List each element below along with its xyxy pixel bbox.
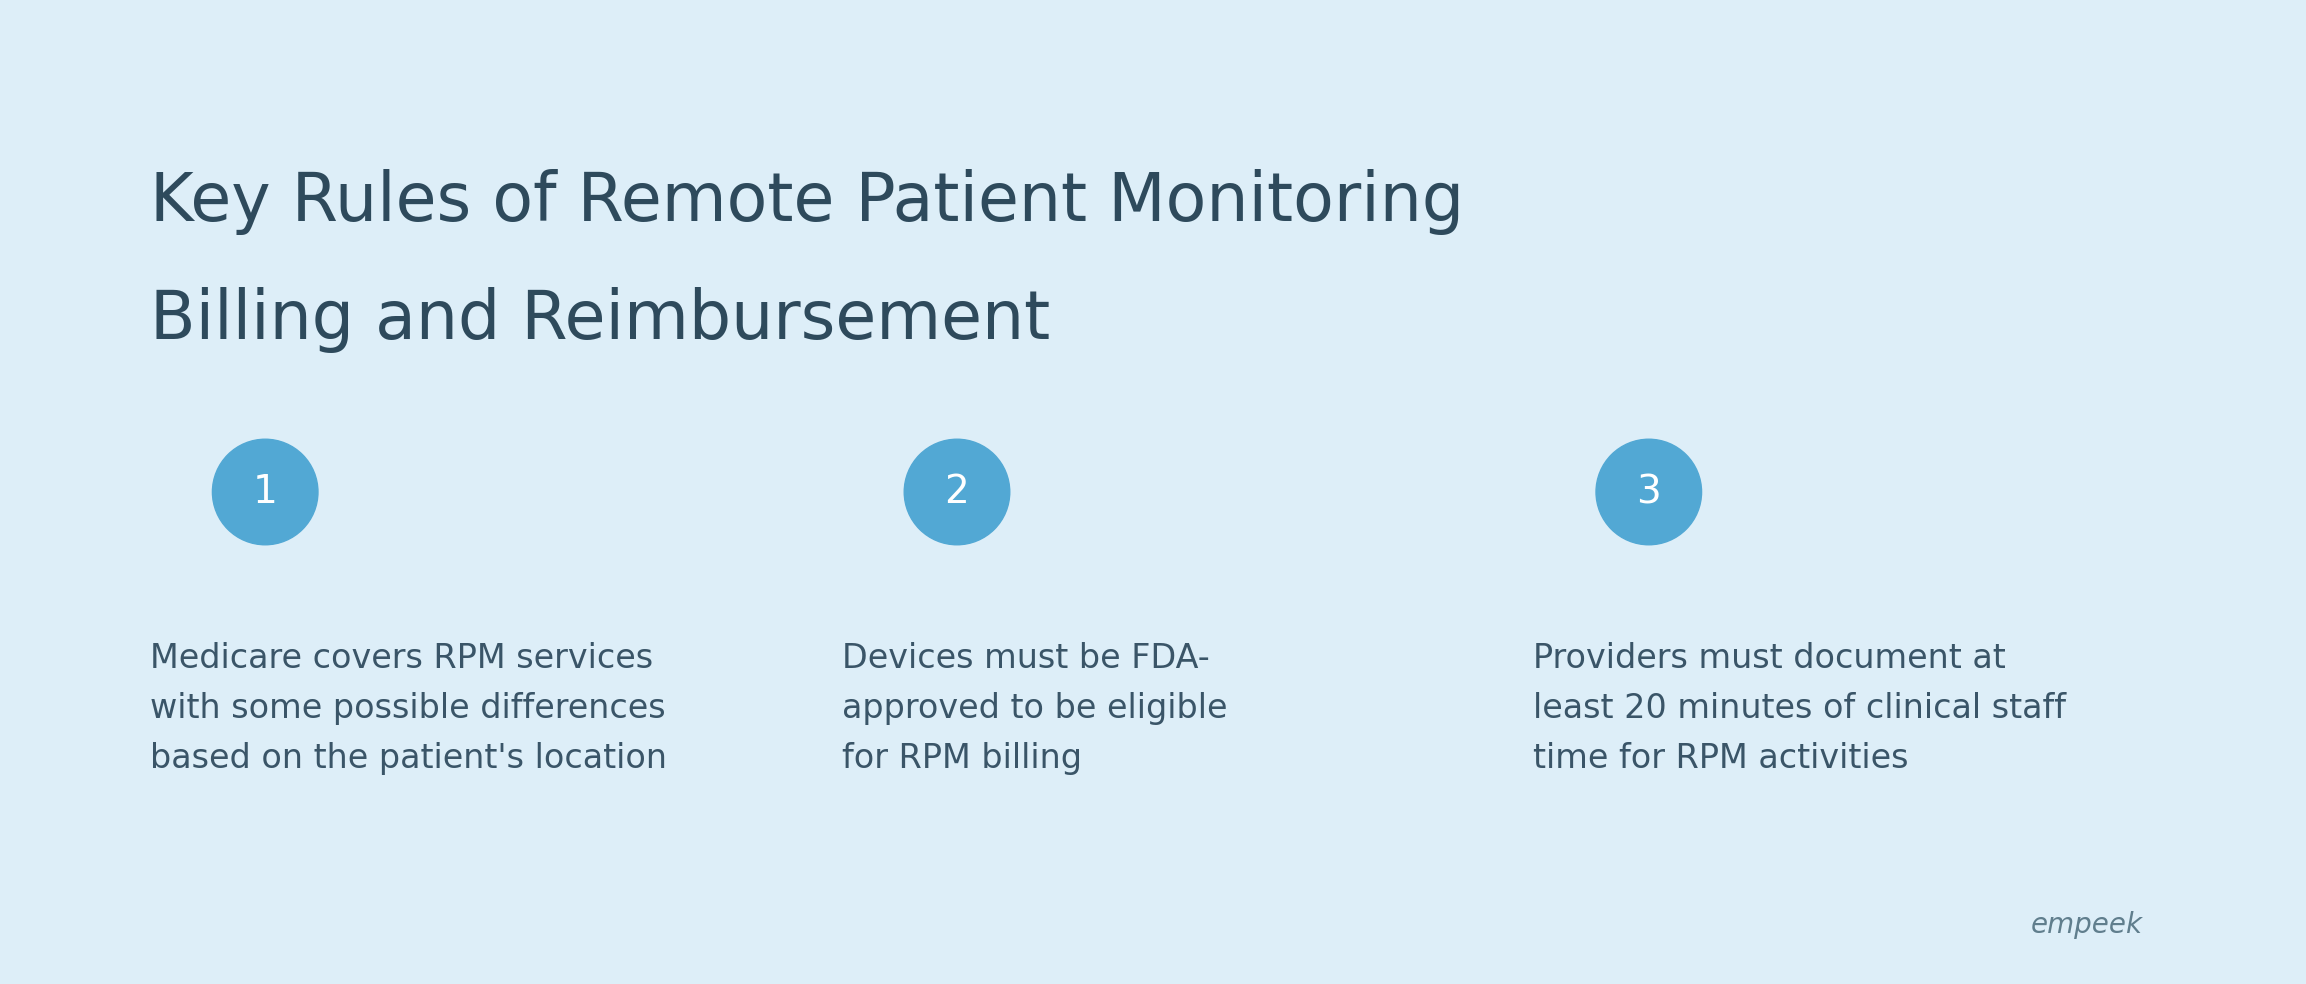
- Text: Billing and Reimbursement: Billing and Reimbursement: [150, 286, 1049, 353]
- Ellipse shape: [212, 439, 318, 545]
- Text: Key Rules of Remote Patient Monitoring: Key Rules of Remote Patient Monitoring: [150, 168, 1464, 235]
- Text: 1: 1: [254, 473, 277, 511]
- Text: Providers must document at
least 20 minutes of clinical staff
time for RPM activ: Providers must document at least 20 minu…: [1533, 643, 2066, 774]
- Text: Devices must be FDA-
approved to be eligible
for RPM billing: Devices must be FDA- approved to be elig…: [842, 643, 1227, 774]
- Text: 3: 3: [1637, 473, 1660, 511]
- Ellipse shape: [904, 439, 1010, 545]
- Text: 2: 2: [945, 473, 969, 511]
- Ellipse shape: [1596, 439, 1702, 545]
- Text: empeek: empeek: [2032, 911, 2142, 939]
- Text: Medicare covers RPM services
with some possible differences
based on the patient: Medicare covers RPM services with some p…: [150, 643, 666, 774]
- FancyBboxPatch shape: [58, 25, 2248, 959]
